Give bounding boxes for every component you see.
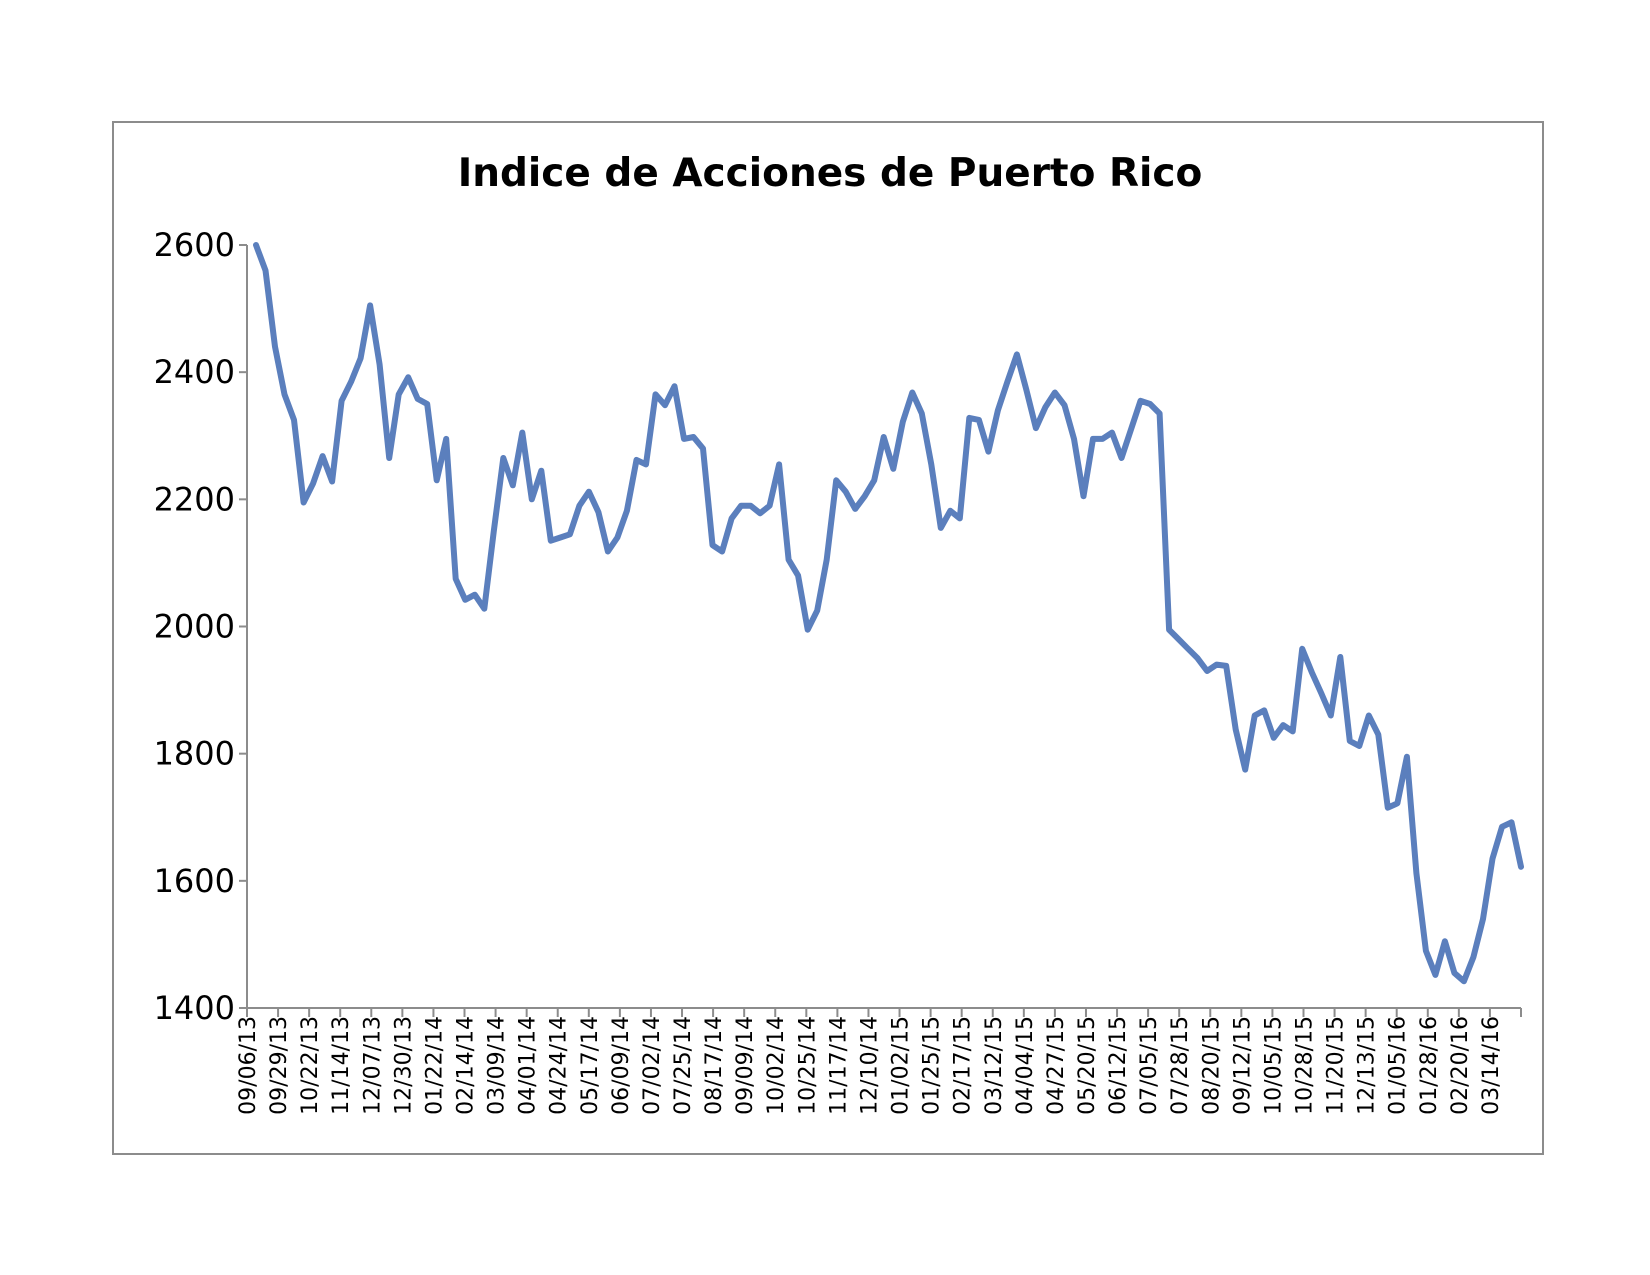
line-chart: Indice de Acciones de Puerto Rico 1400 16… — [154, 151, 1524, 1115]
x-tick-label: 05/17/14 — [578, 1016, 603, 1115]
x-tick-label: 02/20/16 — [1448, 1016, 1473, 1115]
y-axis-ticks: 1400 1600 1800 2000 2200 2400 2600 — [154, 226, 247, 1027]
x-tick-label: 06/12/15 — [1106, 1016, 1131, 1115]
x-tick-label: 09/09/14 — [733, 1016, 758, 1115]
y-tick-label: 2600 — [154, 226, 235, 264]
x-tick-label: 09/29/13 — [267, 1016, 292, 1115]
x-tick-label: 03/09/14 — [485, 1016, 510, 1115]
chart-title: Indice de Acciones de Puerto Rico — [458, 151, 1203, 196]
x-tick-label: 01/22/14 — [422, 1016, 447, 1115]
x-tick-label: 12/07/13 — [360, 1016, 385, 1115]
x-tick-label: 10/05/15 — [1261, 1016, 1286, 1115]
x-tick-label: 04/24/14 — [547, 1016, 572, 1115]
x-tick-label: 11/17/14 — [826, 1016, 851, 1115]
x-axis-ticks: 09/06/13 09/29/13 10/22/13 11/14/13 12/07/13… — [236, 1008, 1522, 1115]
y-tick-label: 2400 — [154, 353, 235, 391]
x-tick-label: 01/25/15 — [920, 1016, 945, 1115]
x-tick-label: 03/12/15 — [982, 1016, 1007, 1115]
x-tick-label: 07/02/14 — [640, 1016, 665, 1115]
x-tick-label: 02/14/14 — [454, 1016, 479, 1115]
y-tick-label: 1800 — [154, 735, 235, 773]
x-tick-label: 12/10/14 — [857, 1016, 882, 1115]
x-tick-label: 05/20/15 — [1075, 1016, 1100, 1115]
x-tick-label: 08/20/15 — [1199, 1016, 1224, 1115]
x-tick-label: 01/28/16 — [1417, 1016, 1442, 1115]
y-tick-label: 2200 — [154, 480, 235, 518]
series-group — [253, 242, 1524, 985]
x-tick-label: 11/14/13 — [329, 1016, 354, 1115]
x-tick-label: 01/05/16 — [1386, 1016, 1411, 1115]
x-tick-label: 09/06/13 — [236, 1016, 261, 1115]
x-tick-label: 10/22/13 — [298, 1016, 323, 1115]
x-tick-label: 07/05/15 — [1137, 1016, 1162, 1115]
x-tick-label: 12/13/15 — [1355, 1016, 1380, 1115]
y-tick-label: 2000 — [154, 608, 235, 646]
x-tick-label: 01/02/15 — [889, 1016, 914, 1115]
x-tick-label: 04/01/14 — [516, 1016, 541, 1115]
y-tick-label: 1400 — [154, 989, 235, 1027]
x-tick-label: 11/20/15 — [1324, 1016, 1349, 1115]
x-tick-label: 06/09/14 — [609, 1016, 634, 1115]
series-line — [253, 242, 1524, 985]
x-tick-label: 12/30/13 — [391, 1016, 416, 1115]
x-tick-label: 07/28/15 — [1168, 1016, 1193, 1115]
chart-frame: Indice de Acciones de Puerto Rico 1400 16… — [112, 121, 1544, 1155]
x-tick-label: 08/17/14 — [702, 1016, 727, 1115]
x-tick-label: 09/12/15 — [1230, 1016, 1255, 1115]
x-tick-label: 10/02/14 — [764, 1016, 789, 1115]
y-tick-label: 1600 — [154, 862, 235, 900]
x-tick-label: 02/17/15 — [951, 1016, 976, 1115]
x-tick-label: 07/25/14 — [671, 1016, 696, 1115]
x-tick-label: 10/28/15 — [1292, 1016, 1317, 1115]
x-tick-label: 10/25/14 — [795, 1016, 820, 1115]
x-tick-label: 03/14/16 — [1479, 1016, 1504, 1115]
x-tick-label: 04/04/15 — [1013, 1016, 1038, 1115]
x-tick-label: 04/27/15 — [1044, 1016, 1069, 1115]
